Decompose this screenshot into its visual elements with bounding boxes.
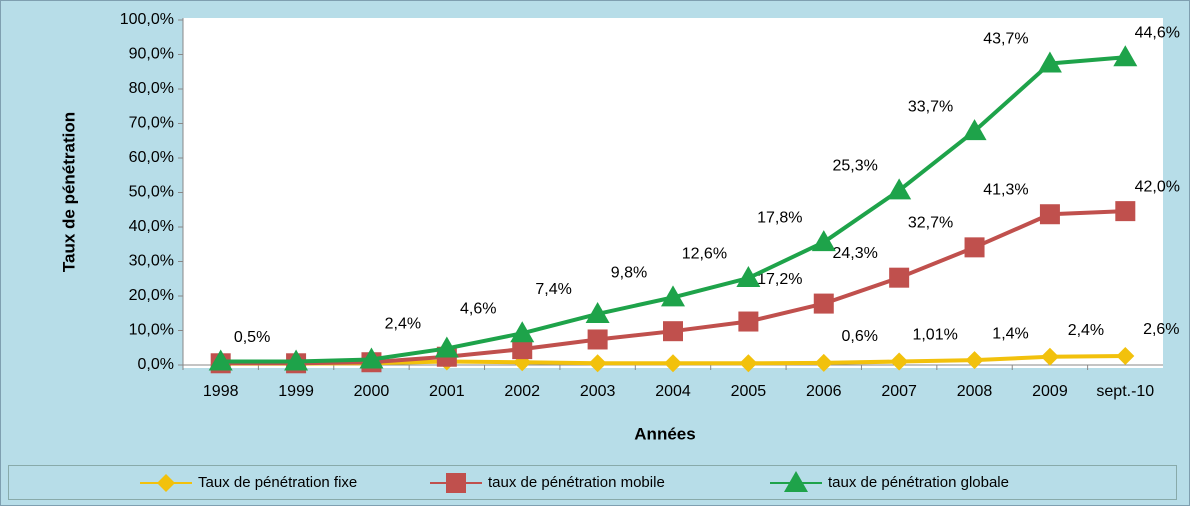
data-label: 1,01% [912, 327, 957, 344]
data-label: 17,2% [757, 271, 802, 288]
data-label: 24,3% [832, 245, 877, 262]
data-label: 42,0% [1135, 178, 1180, 195]
point-marker [811, 230, 836, 252]
data-label: 43,7% [983, 31, 1028, 48]
data-label: 25,3% [832, 158, 877, 175]
data-label: 4,6% [460, 300, 496, 317]
y-tick-label: 30,0% [129, 253, 174, 270]
point-marker [738, 311, 759, 332]
x-tick-label: 2002 [504, 383, 540, 400]
legend-marker [157, 474, 175, 492]
y-tick-label: 10,0% [129, 322, 174, 339]
data-label: 12,6% [682, 245, 727, 262]
y-tick-label: 60,0% [129, 149, 174, 166]
y-tick-label: 90,0% [129, 46, 174, 63]
x-tick-label: 2004 [655, 383, 691, 400]
y-axis-title: Taux de pénétration [59, 112, 78, 272]
point-marker [208, 349, 233, 371]
legend-box [8, 465, 1177, 500]
y-tick-label: 20,0% [129, 287, 174, 304]
data-label: 0,5% [234, 329, 270, 346]
x-tick-label: 1999 [278, 383, 314, 400]
x-tick-label: 2007 [881, 383, 917, 400]
legend-marker [446, 473, 466, 493]
point-marker [813, 293, 834, 314]
x-tick-label: 2009 [1032, 383, 1068, 400]
point-marker [887, 178, 912, 200]
data-label: 1,4% [992, 325, 1028, 342]
data-label: 2,4% [1068, 322, 1104, 339]
data-label: 2,4% [385, 316, 421, 333]
x-tick-label: 2006 [806, 383, 842, 400]
legend-label: taux de pénétration globale [828, 474, 1009, 491]
point-marker [664, 354, 682, 373]
point-marker [964, 237, 985, 258]
data-label: 0,6% [842, 328, 878, 345]
y-tick-label: 70,0% [129, 115, 174, 132]
x-tick-label: 2003 [580, 383, 616, 400]
point-marker [965, 351, 984, 370]
x-tick-label: 2005 [731, 383, 767, 400]
data-label: 2,6% [1143, 321, 1179, 338]
point-marker [588, 354, 607, 373]
point-marker [1039, 204, 1060, 225]
point-marker [587, 329, 608, 350]
x-tick-label: sept.-10 [1096, 383, 1154, 400]
data-label: 9,8% [611, 265, 647, 282]
point-marker [1116, 347, 1135, 366]
x-axis-title: Années [634, 424, 695, 443]
data-label: 41,3% [983, 181, 1028, 198]
point-marker [512, 339, 533, 360]
point-marker [1040, 347, 1059, 366]
point-marker [962, 119, 987, 141]
data-label: 44,6% [1135, 24, 1180, 41]
point-marker [661, 285, 685, 307]
point-marker [1115, 201, 1136, 222]
x-tick-label: 2000 [354, 383, 390, 400]
point-marker [739, 354, 758, 373]
point-marker [1037, 51, 1062, 73]
data-label: 7,4% [535, 281, 571, 298]
plot-area [183, 18, 1163, 368]
data-label: 17,8% [757, 209, 802, 226]
x-tick-label: 1998 [203, 383, 239, 400]
legend-marker [784, 471, 808, 492]
point-marker [510, 321, 535, 343]
y-tick-label: 0,0% [138, 356, 174, 373]
point-marker [434, 336, 459, 358]
x-tick-label: 2008 [957, 383, 993, 400]
y-tick-label: 80,0% [129, 80, 174, 97]
y-tick-label: 100,0% [120, 11, 174, 28]
point-marker [585, 301, 610, 323]
data-label: 33,7% [908, 98, 953, 115]
point-marker [814, 353, 833, 372]
point-marker [736, 266, 761, 288]
data-label: 32,7% [908, 215, 953, 232]
y-tick-label: 50,0% [129, 184, 174, 201]
legend-label: Taux de pénétration fixe [198, 474, 357, 491]
point-marker [284, 349, 309, 371]
x-tick-label: 2001 [429, 383, 465, 400]
point-marker [890, 352, 909, 371]
y-tick-label: 40,0% [129, 218, 174, 235]
point-marker [663, 321, 683, 342]
point-marker [1113, 45, 1138, 67]
point-marker [889, 267, 910, 288]
legend-label: taux de pénétration mobile [488, 474, 665, 491]
point-marker [359, 347, 384, 369]
